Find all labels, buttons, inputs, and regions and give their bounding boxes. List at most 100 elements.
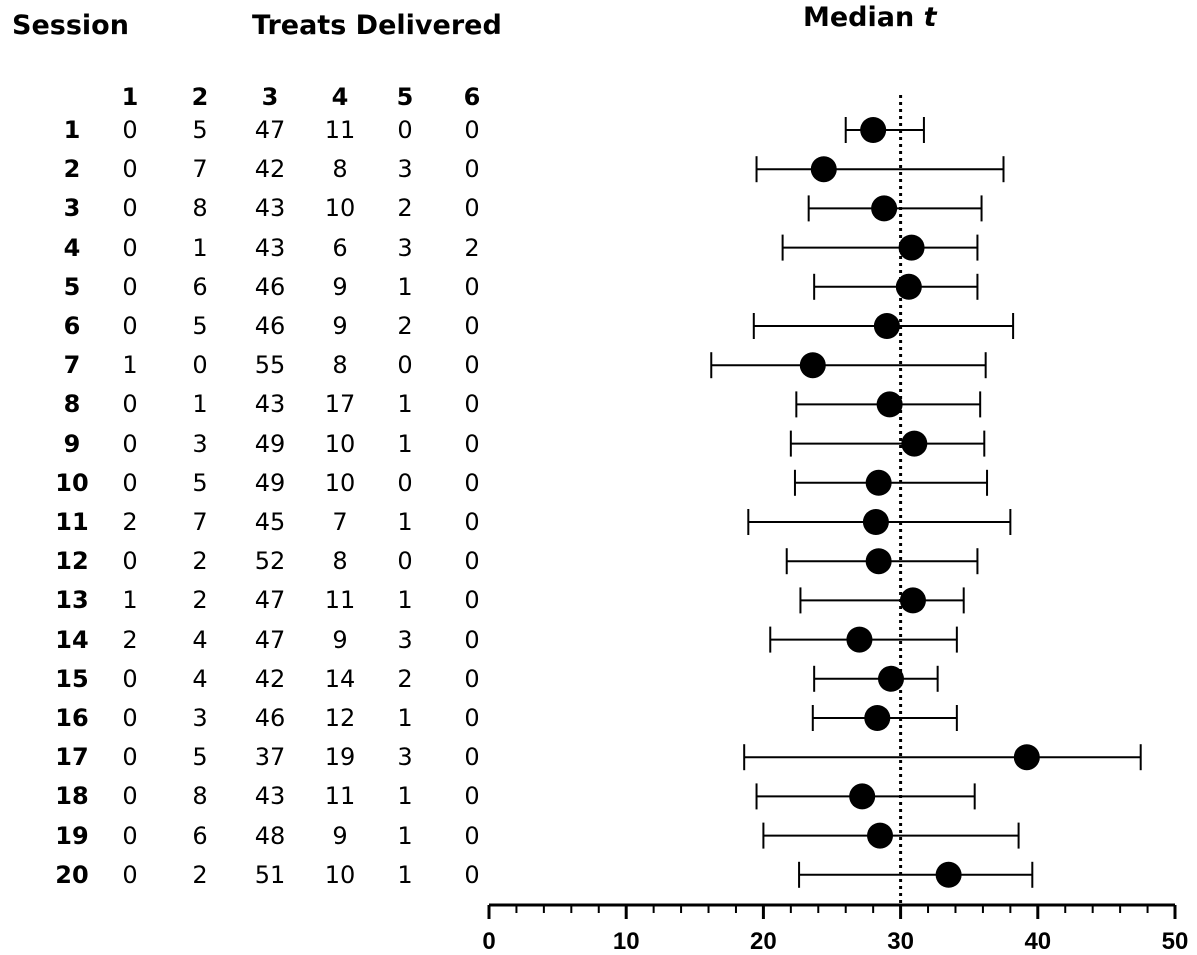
treats-delivered-header: Treats Delivered <box>252 10 502 41</box>
median-point <box>895 273 922 300</box>
session-number: 3 <box>63 194 81 223</box>
table-cell: 2 <box>192 547 208 576</box>
table-cell: 12 <box>324 704 356 732</box>
column-header-4: 4 <box>331 83 349 111</box>
chart-title-italic: t <box>923 2 937 33</box>
table-cell: 0 <box>397 468 413 497</box>
column-header-6: 6 <box>463 83 481 111</box>
table-cell: 3 <box>397 625 413 654</box>
table-cell: 1 <box>397 429 413 458</box>
table-cell: 0 <box>464 625 480 654</box>
table-cell: 0 <box>464 194 480 223</box>
table-cell: 2 <box>464 233 480 262</box>
session-number: 16 <box>55 704 89 732</box>
table-cell: 0 <box>122 782 138 811</box>
table-cell: 0 <box>122 194 138 223</box>
table-cell: 0 <box>464 664 480 693</box>
table-cell: 0 <box>464 860 480 889</box>
median-point <box>877 665 904 692</box>
table-cell: 48 <box>254 821 286 850</box>
table-cell: 11 <box>324 116 356 144</box>
table-cell: 9 <box>332 821 348 850</box>
table-cell: 5 <box>192 312 208 340</box>
table-cell: 19 <box>324 743 356 772</box>
table-cell: 0 <box>464 821 480 850</box>
table-cell: 10 <box>324 860 356 889</box>
table-cell: 47 <box>254 116 286 144</box>
table-cell: 5 <box>192 116 208 144</box>
session-number: 12 <box>55 547 89 576</box>
session-number: 15 <box>55 664 89 693</box>
session-number: 6 <box>63 312 81 340</box>
table-cell: 1 <box>397 821 413 850</box>
table-cell: 4 <box>192 664 208 693</box>
table-cell: 52 <box>254 547 286 576</box>
session-number: 5 <box>63 272 81 301</box>
table-cell: 47 <box>254 586 286 615</box>
median-point <box>864 705 891 731</box>
table-cell: 42 <box>254 664 286 693</box>
table-cell: 8 <box>192 782 208 811</box>
table-cell: 0 <box>122 547 138 576</box>
table-cell: 0 <box>122 272 138 301</box>
table-cell: 5 <box>192 468 208 497</box>
x-tick-label: 40 <box>1024 928 1051 955</box>
table-cell: 0 <box>122 155 138 184</box>
table-cell: 7 <box>192 508 208 536</box>
table-cell: 0 <box>192 351 208 380</box>
table-cell: 9 <box>332 312 348 340</box>
table-cell: 1 <box>192 390 208 419</box>
table-cell: 8 <box>332 351 348 380</box>
table-cell: 7 <box>192 155 208 184</box>
session-number: 14 <box>55 625 89 654</box>
table-cell: 2 <box>397 664 413 693</box>
table-cell: 3 <box>192 429 208 458</box>
median-point <box>862 509 889 535</box>
table-cell: 1 <box>397 704 413 732</box>
table-cell: 43 <box>254 233 286 262</box>
session-number: 7 <box>63 351 81 380</box>
table-cell: 43 <box>254 782 286 811</box>
table-cell: 0 <box>122 116 138 144</box>
table-cell: 2 <box>192 586 208 615</box>
x-tick-label: 30 <box>887 928 914 955</box>
table-cell: 2 <box>397 312 413 340</box>
median-point <box>1013 744 1040 771</box>
table-cell: 0 <box>122 704 138 732</box>
median-point <box>846 626 873 653</box>
session-number: 20 <box>55 860 89 889</box>
session-number: 1 <box>63 116 81 144</box>
table-cell: 9 <box>332 272 348 301</box>
table-cell: 37 <box>254 743 286 772</box>
median-point <box>873 313 900 339</box>
table-cell: 0 <box>464 429 480 458</box>
table-cell: 0 <box>464 743 480 772</box>
table-cell: 49 <box>254 468 286 497</box>
table-cell: 0 <box>122 821 138 850</box>
table-cell: 6 <box>192 272 208 301</box>
table-cell: 0 <box>397 547 413 576</box>
session-number: 10 <box>55 468 89 497</box>
median-point <box>799 352 826 379</box>
table-cell: 1 <box>122 351 138 380</box>
table-cell: 46 <box>254 704 286 732</box>
table-cell: 51 <box>254 860 286 889</box>
table-cell: 0 <box>464 782 480 811</box>
table-cell: 0 <box>122 664 138 693</box>
session-header: Session <box>12 10 129 41</box>
table-cell: 42 <box>254 155 286 184</box>
table-cell: 6 <box>192 821 208 850</box>
session-number: 17 <box>55 743 89 772</box>
table-cell: 9 <box>332 625 348 654</box>
table-cell: 5 <box>192 743 208 772</box>
table-cell: 10 <box>324 194 356 223</box>
table-cell: 0 <box>464 586 480 615</box>
table-cell: 0 <box>464 508 480 536</box>
table-cell: 11 <box>324 586 356 615</box>
session-number: 11 <box>55 508 89 536</box>
table-cell: 10 <box>324 468 356 497</box>
table-cell: 43 <box>254 390 286 419</box>
table-cell: 49 <box>254 429 286 458</box>
median-point <box>810 156 837 183</box>
